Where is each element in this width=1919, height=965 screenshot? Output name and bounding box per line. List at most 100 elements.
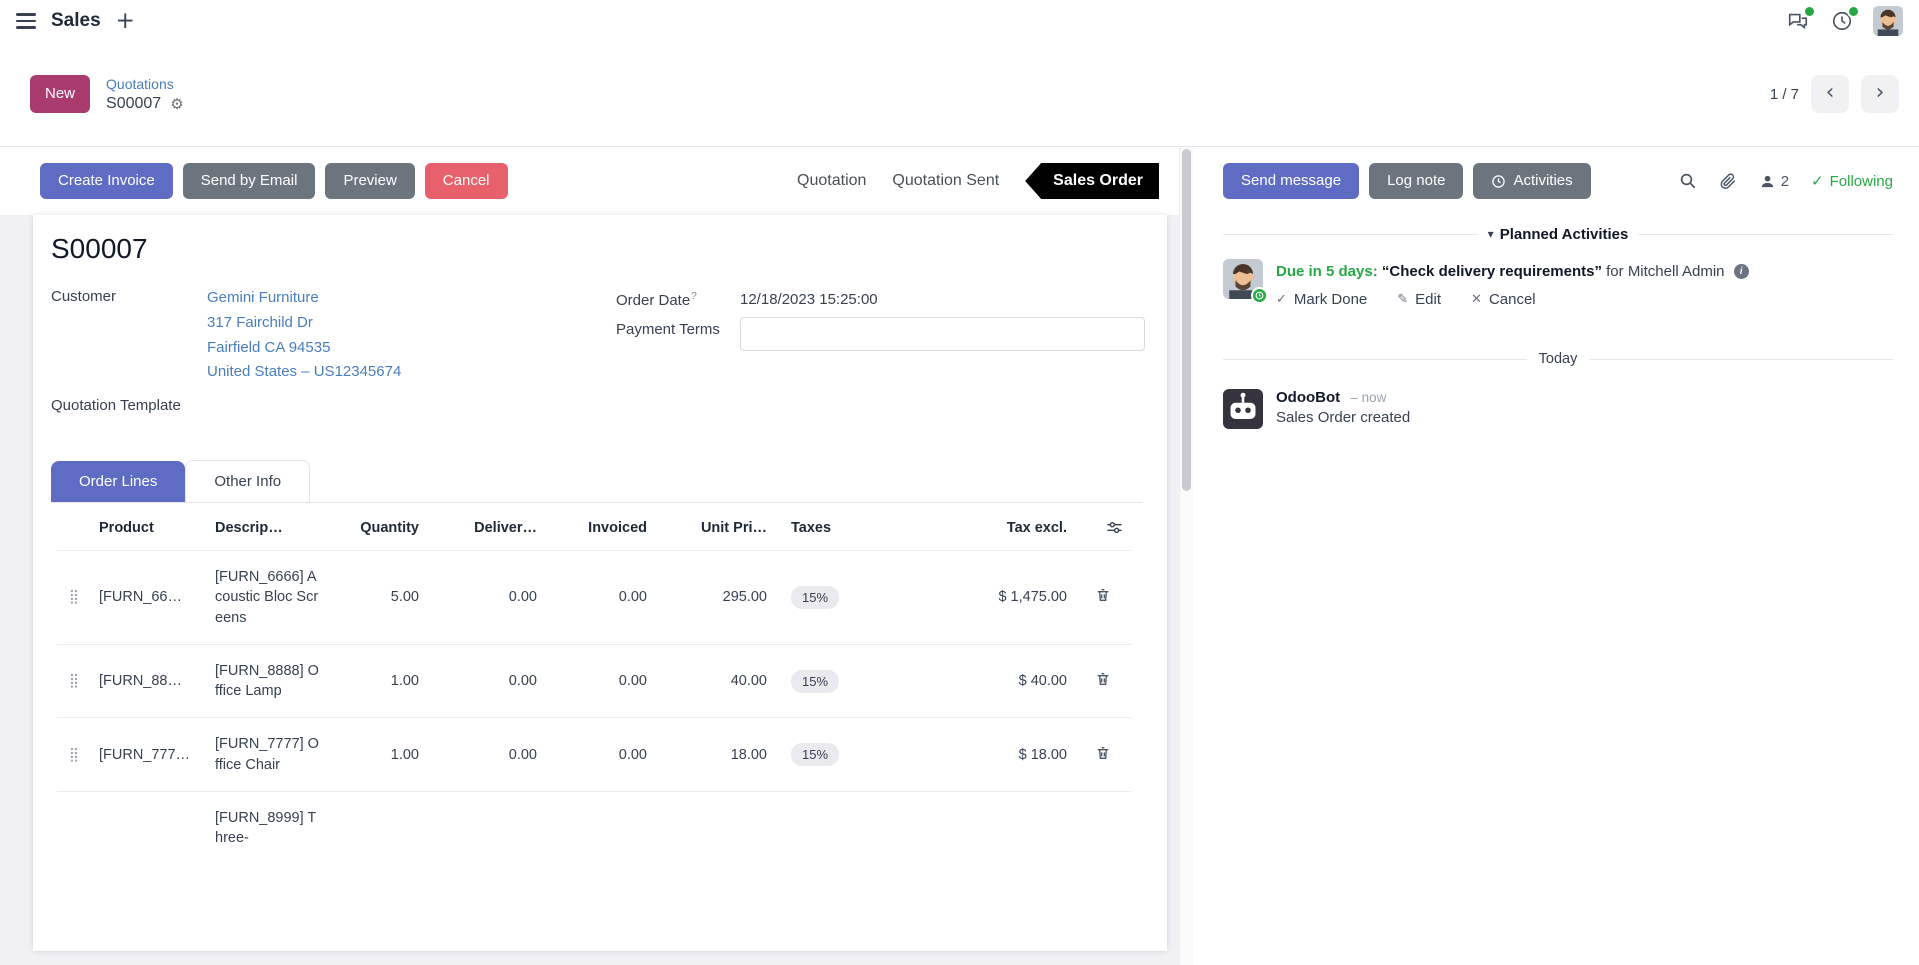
pager-next-button[interactable]: › (1861, 75, 1899, 113)
help-question-icon[interactable]: ? (691, 291, 697, 302)
status-quotation[interactable]: Quotation (797, 172, 867, 189)
cell-quantity[interactable]: 5.00 (390, 589, 419, 606)
cell-product[interactable]: [FURN_88… (99, 673, 182, 690)
cell-description[interactable]: [FURN_8888] Office Lamp (215, 662, 319, 700)
cell-unit-price[interactable]: 40.00 (730, 673, 767, 690)
cell-product[interactable]: [FURN_66… (99, 589, 182, 606)
apps-menu-icon[interactable] (16, 13, 36, 29)
col-delivered[interactable]: Deliver… (474, 519, 537, 536)
tax-badge[interactable]: 15% (791, 743, 840, 767)
attachments-icon[interactable] (1719, 172, 1737, 190)
delete-line-icon[interactable] (1095, 587, 1111, 603)
drag-handle-icon[interactable]: ⣿ (68, 589, 80, 606)
order-date-label: Order Date? (616, 291, 697, 309)
new-record-plus-icon[interactable]: + (115, 7, 135, 34)
activities-menu-icon[interactable] (1829, 5, 1860, 34)
customer-label: Customer (51, 288, 117, 305)
user-avatar[interactable] (1873, 6, 1903, 36)
order-line-row[interactable]: ⣿ [FURN_66… [FURN_6666] Acoustic Bloc Sc… (57, 550, 1131, 645)
delete-line-icon[interactable] (1095, 671, 1111, 687)
order-line-row[interactable]: [FURN_8999] Three- (57, 791, 1131, 865)
order-lines-header-row: Product Descrip… Quantity Deliver… Invoi… (57, 503, 1131, 551)
drag-handle-icon[interactable]: ⣿ (68, 746, 80, 763)
scrollbar-thumb[interactable] (1182, 149, 1191, 491)
col-unit-price[interactable]: Unit Pri… (700, 519, 767, 536)
sheet-background: S00007 Customer Gemini Furniture 317 Fai… (0, 215, 1179, 965)
cell-invoiced[interactable]: 0.00 (618, 673, 647, 690)
customer-city-link[interactable]: Fairfield CA 94535 (207, 338, 331, 356)
optional-columns-icon[interactable] (1106, 519, 1123, 536)
status-sales-order[interactable]: Sales Order (1025, 163, 1159, 199)
col-description[interactable]: Descrip… (215, 519, 283, 536)
payment-terms-input[interactable] (740, 317, 1145, 351)
log-note-button[interactable]: Log note (1369, 163, 1464, 199)
check-icon: ✓ (1276, 292, 1287, 307)
customer-country-link[interactable]: United States – US12345674 (207, 363, 402, 381)
cell-quantity[interactable]: 1.00 (390, 673, 419, 690)
cancel-button[interactable]: Cancel (424, 163, 508, 199)
cell-description[interactable]: [FURN_6666] Acoustic Bloc Screens (215, 569, 319, 626)
cell-invoiced[interactable]: 0.00 (618, 746, 647, 763)
mark-done-button[interactable]: ✓ Mark Done (1276, 291, 1368, 308)
pager-counter: 1 / 7 (1769, 85, 1799, 103)
edit-activity-button[interactable]: ✎ Edit (1397, 291, 1442, 308)
new-button[interactable]: New (30, 75, 91, 113)
customer-name-link[interactable]: Gemini Furniture (207, 289, 319, 306)
odoobot-avatar[interactable] (1223, 389, 1263, 429)
messages-icon[interactable] (1785, 5, 1816, 34)
message-timestamp: – now (1350, 390, 1387, 405)
breadcrumb-quotations-link[interactable]: Quotations (106, 75, 174, 92)
cell-unit-price[interactable]: 18.00 (730, 746, 767, 763)
send-message-button[interactable]: Send message (1223, 163, 1360, 199)
speech-bubbles-icon (1788, 13, 1808, 30)
drag-handle-icon[interactable]: ⣿ (68, 673, 80, 690)
activities-button[interactable]: Activities (1473, 163, 1591, 199)
following-button[interactable]: ✓ Following (1811, 172, 1893, 190)
order-line-row[interactable]: ⣿ [FURN_88… [FURN_8888] Office Lamp 1.00… (57, 644, 1131, 718)
cancel-activity-button[interactable]: ✕ Cancel (1471, 291, 1536, 308)
cell-delivered[interactable]: 0.00 (508, 589, 537, 606)
col-product[interactable]: Product (99, 519, 154, 536)
tab-other-info[interactable]: Other Info (185, 460, 311, 502)
app-name[interactable]: Sales (51, 10, 101, 31)
vertical-scrollbar[interactable] (1179, 147, 1193, 965)
col-quantity[interactable]: Quantity (360, 519, 419, 536)
messages-badge (1803, 5, 1816, 18)
chevron-right-icon: › (1875, 80, 1885, 105)
create-invoice-button[interactable]: Create Invoice (40, 163, 173, 199)
cell-product[interactable]: [FURN_777… (99, 746, 191, 763)
order-date-value[interactable]: 12/18/2023 15:25:00 (740, 291, 878, 308)
message-author[interactable]: OdooBot (1276, 389, 1341, 406)
info-icon[interactable]: i (1733, 264, 1749, 280)
tab-order-lines[interactable]: Order Lines (51, 461, 186, 502)
activity-avatar[interactable] (1223, 258, 1268, 304)
chevron-down-icon: ▾ (1487, 227, 1494, 241)
preview-button[interactable]: Preview (325, 163, 415, 199)
followers-button[interactable]: 2 (1759, 173, 1789, 190)
cell-description[interactable]: [FURN_7777] Office Chair (215, 736, 319, 773)
col-invoiced[interactable]: Invoiced (588, 519, 647, 536)
tax-badge[interactable]: 15% (791, 585, 840, 609)
cell-unit-price[interactable]: 295.00 (722, 589, 767, 606)
col-taxes[interactable]: Taxes (791, 519, 832, 536)
cell-invoiced[interactable]: 0.00 (618, 589, 647, 606)
tax-badge[interactable]: 15% (791, 669, 840, 693)
cell-product[interactable] (91, 792, 207, 865)
order-line-row[interactable]: ⣿ [FURN_777… [FURN_7777] Office Chair 1.… (57, 717, 1131, 792)
chatter-panel: Send message Log note Activities (1193, 147, 1919, 965)
cell-delivered[interactable]: 0.00 (508, 673, 537, 690)
send-by-email-button[interactable]: Send by Email (182, 163, 316, 199)
cell-quantity[interactable]: 1.00 (390, 746, 419, 763)
search-messages-icon[interactable] (1679, 172, 1697, 190)
col-subtotal[interactable]: Tax excl. (1006, 519, 1067, 536)
gear-icon[interactable]: ⚙ (170, 94, 184, 113)
cell-delivered[interactable]: 0.00 (508, 746, 537, 763)
cell-description[interactable]: [FURN_8999] Three- (215, 810, 317, 847)
record-title[interactable]: S00007 (51, 233, 148, 264)
pager-previous-button[interactable]: ‹ (1811, 75, 1849, 113)
delete-line-icon[interactable] (1095, 745, 1111, 761)
status-quotation-sent[interactable]: Quotation Sent (892, 172, 1000, 189)
customer-street-link[interactable]: 317 Fairchild Dr (207, 313, 313, 331)
planned-activities-toggle[interactable]: ▾ Planned Activities (1477, 225, 1639, 243)
breadcrumb-record-name: S00007 (106, 94, 162, 112)
